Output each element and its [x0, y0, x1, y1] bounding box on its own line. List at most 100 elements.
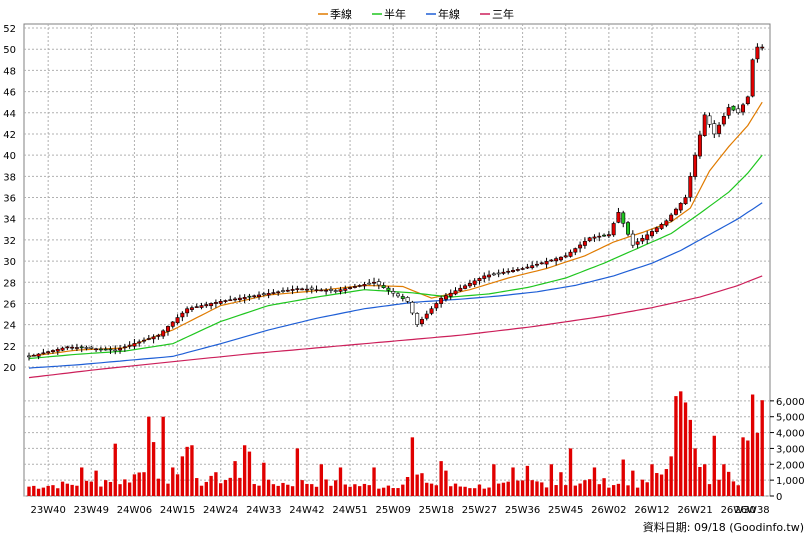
- candle-body-135: [673, 208, 678, 215]
- volume-bar-59: [310, 484, 314, 496]
- volume-bar-96: [487, 487, 491, 496]
- volume-bar-123: [616, 483, 621, 496]
- legend-label-3: 三年: [492, 7, 514, 21]
- volume-bar-4: [46, 485, 50, 496]
- volume-bar-69: [357, 486, 362, 496]
- volume-bar-136: [679, 391, 683, 496]
- volume-bar-89: [453, 483, 458, 496]
- candle-body-15: [98, 348, 103, 351]
- x-tick-14: 26W12: [634, 505, 669, 516]
- volume-tick-4: 4,000: [776, 429, 805, 440]
- candle-body-137: [683, 197, 688, 205]
- candle-body-38: [209, 303, 214, 307]
- volume-bar-144: [717, 479, 721, 496]
- volume-bar-15: [99, 486, 103, 496]
- price-tick-4: 28: [3, 278, 16, 289]
- volume-bar-141: [703, 464, 707, 496]
- volume-bar-49: [262, 462, 266, 496]
- candle-body-5: [50, 350, 55, 352]
- volume-bar-100: [506, 481, 510, 496]
- volume-bar-146: [726, 471, 731, 496]
- volume-bar-85: [434, 485, 439, 496]
- price-tick-5: 30: [3, 257, 16, 268]
- candle-body-144: [717, 124, 722, 134]
- volume-bar-19: [118, 484, 122, 496]
- volume-bar-131: [655, 473, 659, 496]
- candle-body-44: [237, 297, 242, 300]
- volume-bar-102: [516, 480, 520, 496]
- candle-body-34: [189, 307, 194, 310]
- candle-body-146: [726, 107, 731, 116]
- candle-body-102: [515, 269, 520, 271]
- candle-body-39: [213, 302, 218, 304]
- price-axis-ticks: 20 22 24 26 28 30 32 34 36 38 40 42 44 46 48 50 52: [3, 24, 16, 374]
- price-tick-16: 52: [3, 24, 16, 35]
- volume-bar-27: [156, 478, 161, 496]
- candle-body-2: [36, 353, 41, 357]
- volume-bar-138: [688, 419, 693, 496]
- candle-body-109: [549, 259, 554, 262]
- candle-body-67: [348, 287, 353, 289]
- candle-body-112: [563, 255, 568, 258]
- price-tick-13: 46: [3, 88, 16, 99]
- candle-body-25: [146, 338, 151, 340]
- volume-bar-99: [501, 482, 506, 496]
- volume-bar-86: [439, 461, 443, 496]
- price-tick-1: 22: [3, 342, 16, 353]
- candle-body-114: [573, 248, 578, 253]
- volume-bar-127: [635, 487, 640, 496]
- x-tick-12: 25W45: [548, 505, 583, 516]
- volume-bar-24: [142, 472, 146, 496]
- candle-body-23: [137, 341, 142, 344]
- candle-body-93: [472, 280, 477, 285]
- volume-bar-60: [314, 486, 319, 496]
- x-tick-5: 24W33: [246, 505, 281, 516]
- candle-body-17: [108, 348, 113, 351]
- volume-bar-47: [252, 484, 256, 496]
- volume-bar-32: [180, 456, 185, 496]
- candle-body-56: [295, 288, 300, 290]
- volume-bar-130: [650, 464, 654, 496]
- candle-body-118: [592, 236, 597, 239]
- price-tick-12: 44: [3, 109, 16, 120]
- candle-body-8: [65, 346, 70, 349]
- candle-body-136: [678, 203, 683, 211]
- candle-body-61: [319, 289, 324, 292]
- price-tick-8: 36: [3, 194, 16, 205]
- candle-body-20: [122, 346, 127, 349]
- volume-bar-6: [56, 488, 60, 496]
- x-tick-4: 24W24: [203, 505, 238, 516]
- candle-body-6: [55, 348, 60, 352]
- volume-bar-81: [415, 474, 419, 496]
- volume-bar-20: [123, 479, 127, 496]
- candle-body-28: [161, 330, 166, 337]
- price-tick-10: 40: [3, 151, 16, 162]
- candle-body-84: [429, 308, 434, 314]
- volume-tick-0: 0: [776, 492, 782, 503]
- candle-body-54: [285, 289, 290, 292]
- candle-body-99: [501, 271, 506, 274]
- volume-bar-77: [396, 488, 400, 496]
- candle-body-12: [84, 347, 89, 349]
- volume-bar-75: [386, 485, 391, 496]
- candle-body-69: [357, 285, 362, 287]
- price-tick-2: 24: [3, 321, 16, 332]
- x-tick-17: 26W38: [734, 505, 769, 516]
- candle-body-121: [606, 234, 611, 237]
- candle-body-31: [175, 317, 180, 324]
- x-tick-7: 24W51: [332, 505, 367, 516]
- candle-body-117: [587, 237, 592, 242]
- volume-bar-151: [750, 394, 755, 496]
- volume-bar-104: [525, 465, 530, 496]
- candle-body-41: [223, 300, 228, 302]
- candle-body-0: [27, 355, 31, 358]
- volume-bar-31: [175, 474, 180, 496]
- volume-bar-140: [698, 466, 702, 496]
- volume-bar-112: [564, 485, 568, 496]
- candle-body-77: [396, 293, 400, 297]
- candle-body-116: [582, 241, 587, 246]
- candle-body-21: [127, 344, 132, 347]
- candle-body-133: [664, 220, 669, 226]
- candle-body-145: [721, 115, 726, 125]
- volume-bar-118: [592, 467, 597, 496]
